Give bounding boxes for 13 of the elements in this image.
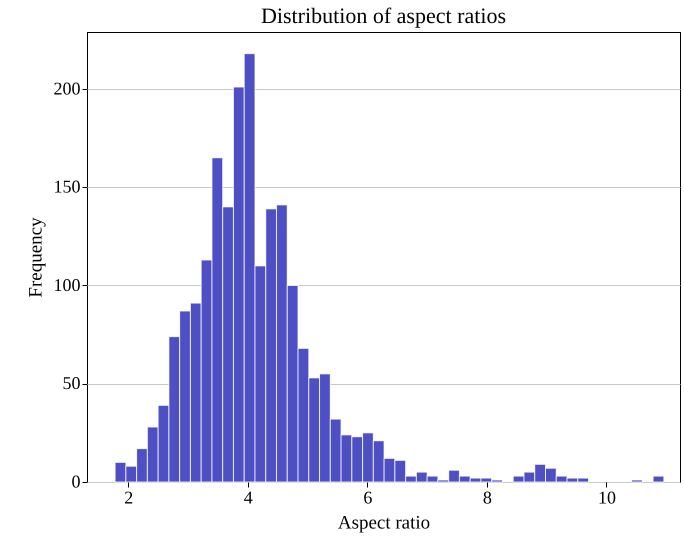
y-tick-label: 100 — [54, 274, 80, 295]
chart-title: Distribution of aspect ratios — [260, 3, 506, 28]
y-axis-title: Frequency — [26, 216, 46, 298]
y-tick-label: 50 — [62, 373, 80, 394]
x-tick-label: 8 — [482, 488, 492, 508]
y-tick-label: 0 — [72, 472, 80, 492]
x-tick-label: 4 — [244, 488, 253, 508]
x-tick-label: 10 — [598, 488, 616, 508]
y-tick-label: 200 — [54, 78, 80, 98]
x-axis-title: Aspect ratio — [338, 512, 430, 534]
x-tick-label: 6 — [363, 488, 372, 508]
x-tick-label: 2 — [124, 488, 134, 508]
y-tick-label: 150 — [54, 176, 80, 197]
